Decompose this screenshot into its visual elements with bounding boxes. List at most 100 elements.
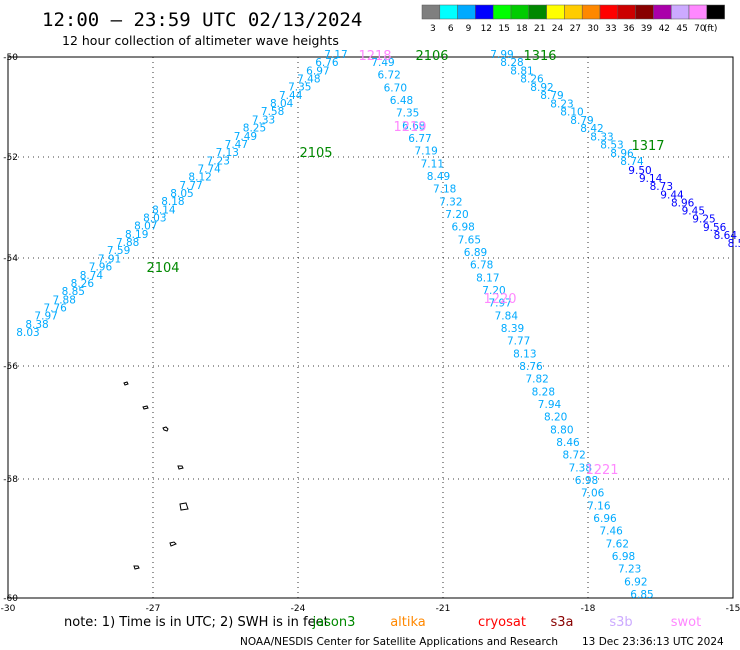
wave-height-value: 8.76	[519, 361, 543, 373]
wave-height-value: 8.53	[600, 140, 623, 152]
island-outline	[123, 381, 129, 386]
wave-height-value: 8.72	[562, 450, 585, 462]
legend-swatch	[653, 4, 672, 20]
y-axis-ticks: -50 -52 -54 -56 -58 -60	[3, 53, 18, 604]
wave-height-value: 8.96	[671, 197, 695, 209]
wave-height-value: 7.82	[525, 374, 548, 386]
wave-height-value: 7.19	[414, 146, 437, 158]
wave-height-value: 8.19	[125, 229, 148, 241]
wave-height-value: 8.13	[513, 348, 536, 360]
wave-height-value: 8.03	[143, 213, 166, 225]
legend-label: 18	[516, 24, 528, 34]
wave-height-value: 7.77	[507, 336, 530, 348]
wave-height-value: 8.26	[520, 74, 544, 86]
wave-height-value: 8.07	[134, 221, 157, 233]
wave-height-value: 7.49	[234, 131, 257, 143]
wave-height-value: 6.96	[593, 513, 617, 525]
wave-height-value: 7.32	[439, 196, 462, 208]
wave-height-value: 8.81	[510, 65, 533, 77]
wave-height-value: 6.72	[377, 70, 400, 82]
wave-height-value: 9.44	[660, 189, 684, 201]
wave-height-value: 9.50	[628, 165, 651, 177]
wave-height-value: 8.64	[714, 230, 738, 242]
wave-height-value: 8.28	[532, 386, 555, 398]
island-outline	[177, 465, 184, 470]
pass-label: 1218	[358, 49, 391, 64]
legend-label: 33	[605, 24, 616, 34]
wave-height-value: 7.74	[197, 163, 221, 175]
y-tick-label: -56	[3, 362, 18, 372]
wave-height-value: 8.85	[62, 286, 85, 298]
wave-height-value: 7.59	[107, 245, 130, 257]
wave-height-legend: 3 6 9 12 15 18 21 24 27 30 33 36 39 42 45 70(ft)	[421, 4, 725, 34]
x-axis-ticks: -30 -27 -24 -21 -18 -15	[1, 604, 740, 614]
wave-height-value: 8.28	[500, 57, 523, 69]
wave-height-value: 8.96	[610, 148, 634, 160]
x-tick-label: -24	[291, 604, 306, 614]
legend-label: 36	[623, 24, 635, 34]
pass-label: 2104	[146, 261, 179, 276]
legend-swatch	[635, 4, 654, 20]
wave-height-value: 6.98	[612, 551, 635, 563]
satellite-name: s3a	[550, 615, 573, 630]
plot-frame	[7, 56, 734, 599]
graticule	[8, 57, 733, 598]
wave-height-value: 7.20	[482, 285, 505, 297]
wave-height-value: 7.58	[261, 106, 284, 118]
credit-line: NOAA/NESDIS Center for Satellite Applica…	[240, 636, 558, 648]
wave-height-value: 8.73	[650, 181, 673, 193]
legend-swatch	[564, 4, 583, 20]
wave-height-value: 8.14	[152, 204, 176, 216]
legend-label: 12	[481, 24, 492, 34]
wave-height-value: 6.68	[402, 120, 425, 132]
wave-height-value: 9.45	[682, 206, 705, 218]
wave-height-value: 8.12	[188, 172, 211, 184]
legend-label: 3	[430, 24, 436, 34]
wave-height-value: 9.56	[703, 222, 727, 234]
wave-height-value: 7.35	[396, 108, 419, 120]
wave-height-value: 7.88	[53, 294, 76, 306]
pass-label: 1317	[631, 139, 664, 154]
island-outline	[169, 541, 177, 547]
wave-height-value: 6.77	[408, 133, 431, 145]
wave-height-value: 7.23	[618, 564, 641, 576]
legend-swatch	[475, 4, 494, 20]
wave-height-value: 8.10	[560, 107, 583, 119]
pass-label: 2105	[299, 146, 332, 161]
wave-height-value: 7.11	[421, 158, 444, 170]
wave-height-value: 8.79	[570, 115, 593, 127]
island-outline	[179, 502, 189, 511]
legend-swatch	[528, 4, 547, 20]
wave-height-value: 7.97	[34, 311, 57, 323]
wave-height-value: 7.47	[225, 139, 248, 151]
wave-height-value: 7.76	[43, 302, 67, 314]
wave-height-value: 7.18	[433, 184, 456, 196]
legend-label: 42	[659, 24, 670, 34]
legend-swatch	[457, 4, 476, 20]
wave-height-value: 8.39	[501, 323, 524, 335]
legend-swatch	[617, 4, 636, 20]
satellite-name: s3b	[609, 615, 632, 630]
y-tick-label: -52	[3, 153, 18, 163]
generated-timestamp: 13 Dec 23:36:13 UTC 2024	[582, 636, 724, 648]
wave-height-value: 7.62	[606, 538, 629, 550]
pass-label: 2106	[415, 49, 448, 64]
wave-height-value: 6.97	[306, 65, 329, 77]
legend-label: 27	[570, 24, 581, 34]
wave-height-value: 9.25	[692, 214, 715, 226]
wave-height-value: 8.23	[550, 98, 573, 110]
wave-height-value: 8.17	[476, 272, 499, 284]
y-tick-label: -50	[3, 53, 18, 63]
y-tick-label: -54	[3, 254, 18, 264]
satellite-name: altika	[390, 615, 426, 630]
map-title: 12:00 – 23:59 UTC 02/13/2024	[42, 9, 362, 31]
wave-height-value: 7.20	[445, 209, 468, 221]
wave-height-value: 7.23	[207, 155, 230, 167]
wave-height-value: 7.96	[89, 262, 113, 274]
x-tick-label: -21	[436, 604, 451, 614]
wave-height-value: 8.33	[590, 131, 613, 143]
wave-height-value: 8.05	[170, 188, 193, 200]
island-outline	[142, 405, 149, 410]
wave-height-value: 7.38	[569, 462, 592, 474]
wave-height-value: 7.44	[279, 90, 303, 102]
